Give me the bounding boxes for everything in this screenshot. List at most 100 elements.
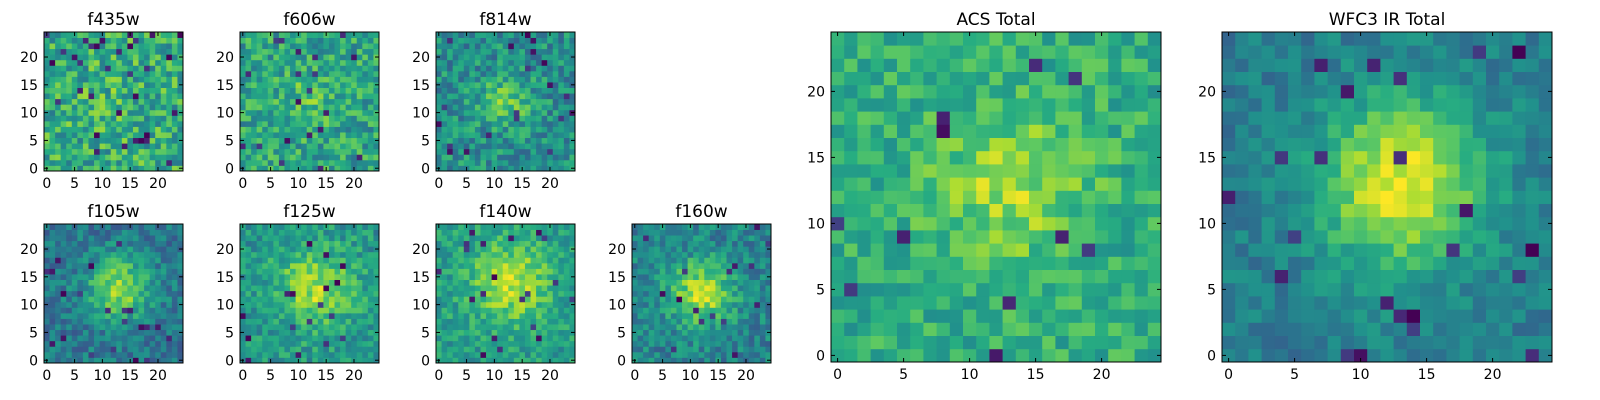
- heatmap-cell: [759, 318, 766, 325]
- heatmap-cell: [60, 76, 67, 83]
- heatmap-cell: [121, 240, 128, 247]
- heatmap-cell: [240, 132, 246, 139]
- heatmap-cell: [60, 246, 67, 253]
- heatmap-cell: [149, 126, 156, 133]
- heatmap-cell: [452, 224, 459, 230]
- heatmap-cell: [659, 346, 666, 353]
- heatmap-cell: [648, 285, 655, 292]
- heatmap-cell: [530, 93, 537, 100]
- heatmap-cell: [976, 177, 990, 191]
- heatmap-cell: [132, 104, 139, 111]
- heatmap-cell: [166, 229, 173, 236]
- heatmap-cell: [345, 43, 352, 50]
- heatmap-cell: [469, 329, 476, 336]
- heatmap-cell: [49, 98, 56, 105]
- heatmap-cell: [345, 279, 352, 286]
- heatmap-cell: [55, 318, 62, 325]
- heatmap-cell: [831, 190, 845, 204]
- heatmap-cell: [99, 93, 106, 100]
- heatmap-cell: [149, 165, 156, 172]
- heatmap-cell: [94, 82, 100, 88]
- heatmap-cell: [105, 65, 112, 72]
- heatmap-cell: [963, 322, 977, 336]
- heatmap-cell: [754, 240, 761, 247]
- heatmap-cell: [328, 76, 335, 83]
- heatmap-cell: [60, 307, 67, 314]
- y-tick-label: 10: [216, 106, 234, 122]
- heatmap-cell: [110, 32, 117, 38]
- heatmap-cell: [558, 329, 565, 336]
- heatmap-cell: [340, 48, 347, 55]
- heatmap-cell: [436, 98, 442, 105]
- heatmap-cell: [278, 37, 285, 44]
- heatmap-cell: [458, 240, 465, 247]
- heatmap-cell: [328, 224, 335, 230]
- heatmap-cell: [693, 262, 700, 269]
- heatmap-cell: [262, 104, 269, 111]
- heatmap-cell: [149, 246, 156, 253]
- heatmap-cell: [144, 257, 151, 264]
- heatmap-cell: [44, 285, 50, 292]
- heatmap-cell: [923, 335, 937, 350]
- heatmap-cell: [312, 54, 319, 61]
- heatmap-cell: [110, 251, 117, 258]
- heatmap-cell: [704, 229, 711, 236]
- heatmap-cell: [547, 76, 554, 83]
- heatmap-cell: [541, 48, 548, 55]
- heatmap-cell: [632, 340, 638, 347]
- heatmap-cell: [94, 109, 100, 116]
- heatmap-cell: [251, 104, 258, 111]
- heatmap-cell: [295, 132, 302, 139]
- heatmap-cell: [132, 290, 139, 297]
- heatmap-cell: [659, 318, 666, 325]
- heatmap-cell: [138, 120, 145, 127]
- heatmap-cell: [340, 224, 347, 230]
- heatmap-cell: [256, 70, 263, 77]
- heatmap-cell: [256, 279, 263, 286]
- heatmap-cell: [49, 357, 56, 364]
- plot-frame: [239, 223, 380, 364]
- heatmap-cell: [541, 257, 548, 264]
- heatmap-cell: [648, 274, 655, 280]
- heatmap-cell: [654, 290, 661, 297]
- heatmap-cell: [1068, 309, 1083, 323]
- heatmap-cell: [49, 93, 56, 100]
- heatmap-cell: [166, 32, 173, 38]
- heatmap-cell: [177, 154, 184, 161]
- heatmap-cell: [138, 240, 145, 247]
- heatmap-cell: [754, 312, 761, 319]
- heatmap-cell: [480, 346, 487, 353]
- heatmap-cell: [132, 76, 139, 83]
- heatmap-cell: [704, 351, 711, 358]
- heatmap-cell: [262, 120, 269, 127]
- heatmap-cell: [99, 296, 106, 303]
- heatmap-cell: [541, 285, 548, 292]
- heatmap-cell: [452, 246, 459, 253]
- heatmap-cell: [177, 312, 184, 319]
- heatmap-cell: [563, 87, 570, 94]
- heatmap-cell: [262, 70, 269, 77]
- heatmap-cell: [144, 70, 151, 77]
- heatmap-cell: [356, 159, 363, 166]
- heatmap-cell: [251, 32, 258, 38]
- heatmap-cell: [138, 104, 145, 111]
- heatmap-cell: [1134, 322, 1149, 336]
- heatmap-cell: [295, 340, 302, 347]
- heatmap-cell: [317, 93, 324, 100]
- heatmap-cell: [654, 318, 661, 325]
- heatmap-cell: [94, 48, 100, 55]
- heatmap-cell: [55, 59, 62, 66]
- heatmap-cell: [883, 190, 898, 204]
- heatmap-cell: [513, 318, 520, 325]
- heatmap-cell: [166, 82, 173, 88]
- heatmap-cell: [508, 98, 515, 105]
- heatmap-cell: [693, 346, 700, 353]
- heatmap-cell: [831, 348, 845, 363]
- heatmap-cell: [340, 70, 347, 77]
- heatmap-cell: [643, 318, 650, 325]
- heatmap-cell: [116, 346, 123, 353]
- heatmap-cell: [345, 76, 352, 83]
- heatmap-cell: [897, 177, 911, 191]
- heatmap-cell: [458, 229, 465, 236]
- heatmap-cell: [105, 54, 112, 61]
